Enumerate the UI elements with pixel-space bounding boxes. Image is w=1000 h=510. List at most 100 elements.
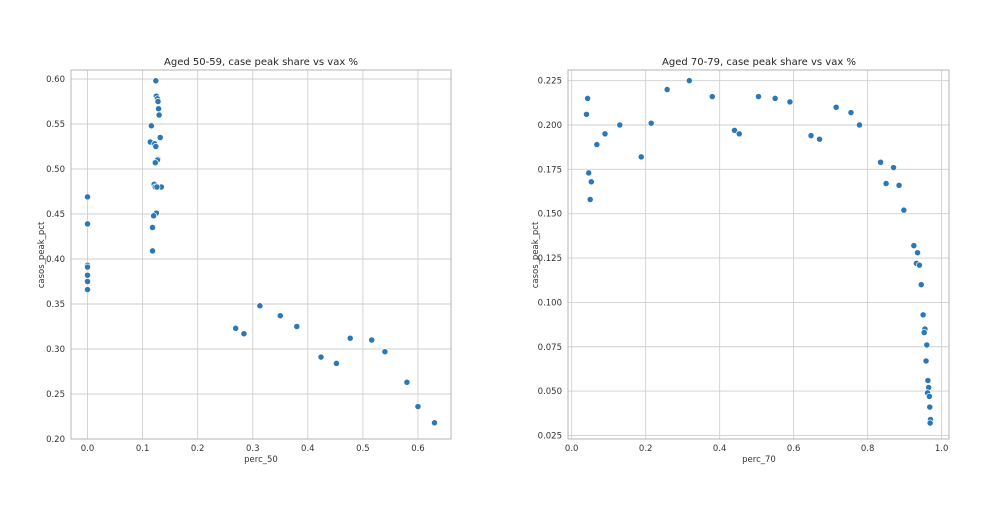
data-point (151, 159, 159, 167)
y-tick-label: 0.200 (538, 121, 562, 131)
data-point (771, 94, 779, 102)
y-axis-label: casos_peak_pct (37, 221, 47, 288)
chart-panel-aged-70-79: Aged 70-79, case peak share vs vax % per… (531, 57, 950, 465)
y-tick-label: 0.150 (538, 210, 562, 220)
x-tick-label: 0.6 (411, 444, 425, 454)
data-point (332, 359, 340, 367)
data-point (832, 103, 840, 111)
data-point (587, 178, 595, 186)
data-point (900, 206, 908, 214)
data-point (149, 247, 156, 255)
x-tick-label: 0.1 (136, 444, 150, 454)
data-point (368, 336, 376, 344)
data-point (593, 141, 601, 148)
data-point (583, 110, 590, 118)
data-point (152, 77, 160, 85)
data-point (917, 281, 925, 289)
x-tick-label: 0.5 (356, 444, 370, 454)
x-tick-label: 0.4 (713, 444, 727, 454)
data-point (150, 212, 158, 220)
y-tick-label: 0.025 (538, 431, 562, 441)
data-point (786, 98, 794, 106)
data-point (84, 193, 91, 201)
x-tick-label: 0.3 (246, 444, 260, 454)
data-point (856, 121, 863, 129)
data-point (685, 77, 693, 85)
y-tick-label: 0.45 (46, 210, 65, 220)
data-point (584, 94, 592, 102)
y-tick-label: 0.30 (46, 345, 65, 355)
data-point (922, 357, 930, 365)
data-point (926, 403, 934, 411)
x-axis-label: perc_70 (742, 455, 776, 465)
data-point (84, 220, 91, 228)
data-point (585, 169, 593, 177)
y-tick-label: 0.55 (46, 120, 65, 130)
data-point (84, 286, 91, 294)
data-point (735, 130, 743, 138)
x-tick-label: 0.0 (565, 444, 579, 454)
data-point (708, 93, 716, 101)
x-tick-label: 0.2 (191, 444, 205, 454)
data-point (293, 323, 301, 330)
chart-title: Aged 70-79, case peak share vs vax % (662, 57, 856, 68)
plot-frame (70, 69, 452, 440)
x-tick-label: 0.0 (81, 444, 95, 454)
data-point (663, 86, 671, 93)
data-point (431, 419, 438, 427)
data-point (84, 278, 91, 285)
data-point (731, 126, 738, 134)
y-tick-label: 0.050 (538, 387, 562, 397)
data-point (920, 329, 928, 337)
y-tick-label: 0.60 (46, 75, 65, 85)
data-point (232, 324, 240, 332)
data-point (586, 196, 594, 203)
data-point (877, 158, 885, 166)
x-tick-label: 0.2 (639, 444, 653, 454)
data-point (755, 93, 762, 101)
chart-panel-aged-50-59: Aged 50-59, case peak share vs vax % per… (37, 57, 452, 465)
x-axis-label: perc_50 (244, 455, 278, 465)
x-tick-label: 0.8 (861, 444, 875, 454)
data-point (152, 143, 160, 150)
data-point (381, 348, 389, 356)
data-point (403, 378, 411, 386)
data-point (925, 392, 933, 400)
plot-frame (567, 69, 950, 440)
data-point (155, 105, 163, 113)
y-tick-label: 0.35 (46, 300, 65, 310)
data-point (882, 180, 890, 187)
data-point (240, 330, 248, 338)
data-point (84, 271, 91, 279)
data-point (276, 312, 284, 320)
data-point (890, 164, 897, 172)
data-point (637, 153, 645, 161)
data-point (346, 334, 354, 342)
x-tick-label: 0.6 (787, 444, 801, 454)
y-tick-label: 0.25 (46, 390, 65, 400)
data-point (601, 130, 609, 138)
data-point (414, 403, 422, 411)
data-point (926, 419, 934, 427)
data-point (816, 135, 823, 143)
x-tick-label: 1.0 (935, 444, 949, 454)
data-point (847, 109, 855, 117)
data-point (616, 121, 624, 129)
data-point (914, 249, 922, 257)
data-point (919, 311, 927, 319)
data-point (915, 261, 923, 269)
y-axis-label: casos_peak_pct (531, 221, 541, 288)
data-point (153, 183, 161, 191)
data-point (256, 302, 264, 310)
data-point (154, 98, 162, 105)
y-tick-label: 0.100 (538, 298, 562, 308)
data-point (924, 377, 932, 384)
y-tick-label: 0.50 (46, 165, 65, 175)
y-tick-label: 0.175 (538, 165, 562, 175)
data-point (923, 341, 931, 349)
chart-title: Aged 50-59, case peak share vs vax % (164, 57, 358, 68)
data-point (84, 263, 91, 271)
data-point (149, 224, 156, 231)
data-point (895, 181, 903, 189)
